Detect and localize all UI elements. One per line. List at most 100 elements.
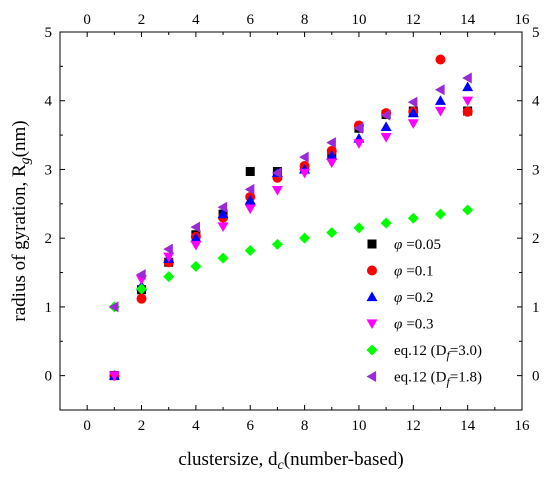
series-3: [108, 81, 474, 380]
legend-label: eq.12 (Df=3.0): [394, 343, 482, 362]
y-tick-label-right: 3: [532, 162, 540, 178]
legend-label: φ =0.2: [394, 290, 434, 306]
x-tick-label-top: 16: [515, 12, 531, 28]
x-tick-label-top: 6: [246, 12, 254, 28]
x-tick-label-bottom: 16: [515, 418, 531, 434]
data-point: [299, 168, 311, 179]
legend-marker: [367, 239, 377, 249]
y-tick-label-right: 0: [532, 369, 540, 385]
legend-label: eq.12 (Df=1.8): [394, 370, 482, 389]
data-point: [244, 194, 256, 205]
x-tick-label-top: 2: [138, 12, 146, 28]
legend-label: φ =0.3: [394, 317, 434, 333]
y-tick-label-left: 4: [45, 94, 53, 110]
data-point: [136, 269, 146, 281]
data-point: [407, 212, 419, 224]
y-tick-label-left: 0: [45, 369, 53, 385]
series-6: [108, 72, 472, 313]
x-tick-label-bottom: 6: [246, 418, 254, 434]
data-point: [326, 158, 338, 169]
data-point: [271, 238, 283, 250]
data-point: [434, 106, 446, 117]
y-tick-label-right: 1: [532, 300, 540, 316]
data-point: [271, 185, 283, 196]
series-5: [108, 204, 474, 313]
data-point: [462, 81, 474, 92]
data-point: [326, 137, 336, 149]
data-point: [407, 96, 418, 108]
y-tick-label-left: 2: [45, 231, 53, 247]
x-tick-label-bottom: 10: [351, 418, 366, 434]
data-point: [353, 222, 365, 234]
data-point: [326, 150, 338, 160]
data-point: [108, 371, 120, 382]
data-points: [108, 54, 474, 382]
x-tick-label-bottom: 2: [138, 418, 146, 434]
data-point: [136, 283, 148, 295]
x-tick-label-top: 14: [460, 12, 476, 28]
x-tick-label-bottom: 14: [460, 418, 476, 434]
data-point: [462, 204, 474, 216]
legend-marker: [366, 291, 378, 302]
data-point: [271, 167, 282, 179]
data-point: [462, 72, 472, 84]
data-point: [163, 271, 175, 283]
y-tick-label-right: 4: [532, 94, 540, 110]
data-point: [407, 119, 419, 129]
x-tick-label-bottom: 0: [83, 418, 91, 434]
data-point: [244, 245, 256, 257]
data-point: [163, 252, 175, 263]
legend-marker: [366, 371, 377, 382]
legend: φ =0.05 φ =0.1 φ =0.2 φ =0.3 eq.12 (Df=3.0) eq.12…: [366, 237, 482, 389]
x-tick-label-top: 8: [301, 12, 309, 28]
data-point: [190, 221, 201, 233]
x-tick-label-top: 10: [351, 12, 366, 28]
data-point: [245, 167, 255, 177]
data-point: [462, 96, 474, 107]
data-point: [353, 139, 365, 149]
data-point: [380, 109, 391, 121]
data-point: [326, 227, 338, 239]
data-point: [462, 106, 473, 117]
x-axis-title: clustersize, dc(number-based): [178, 449, 403, 473]
x-tick-label-top: 12: [406, 12, 421, 28]
y-tick-label-left: 1: [45, 300, 53, 316]
data-point: [163, 243, 173, 255]
data-point: [435, 54, 446, 65]
data-point: [244, 183, 255, 195]
y-tick-label-left: 3: [45, 162, 53, 178]
data-point: [108, 301, 119, 313]
data-point: [190, 232, 202, 243]
legend-marker: [366, 319, 378, 329]
data-point: [299, 151, 309, 163]
data-point: [380, 121, 392, 131]
data-point: [136, 293, 147, 304]
x-tick-label-bottom: 12: [406, 418, 421, 434]
plot-frame: [59, 31, 523, 411]
data-point: [299, 232, 311, 244]
x-tick-label-top: 0: [83, 12, 91, 28]
data-point: [217, 201, 228, 213]
data-point: [190, 240, 202, 251]
data-point: [434, 208, 446, 220]
data-point: [434, 95, 446, 105]
legend-marker: [367, 265, 377, 276]
y-tick-label-right: 5: [532, 25, 540, 41]
y-tick-label-right: 2: [532, 231, 540, 247]
x-tick-label-bottom: 8: [301, 418, 309, 434]
data-point: [217, 222, 229, 232]
data-point: [407, 107, 419, 118]
legend-marker: [366, 344, 378, 356]
data-point: [217, 252, 229, 264]
y-tick-label-left: 5: [45, 25, 53, 41]
data-point: [353, 122, 364, 134]
legend-label: φ =0.1: [394, 264, 434, 280]
data-point: [190, 260, 202, 272]
data-point: [217, 208, 229, 219]
data-point: [380, 217, 392, 229]
x-tick-label-top: 4: [192, 12, 200, 28]
x-tick-label-bottom: 4: [192, 418, 200, 434]
legend-label: φ =0.05: [394, 237, 441, 253]
